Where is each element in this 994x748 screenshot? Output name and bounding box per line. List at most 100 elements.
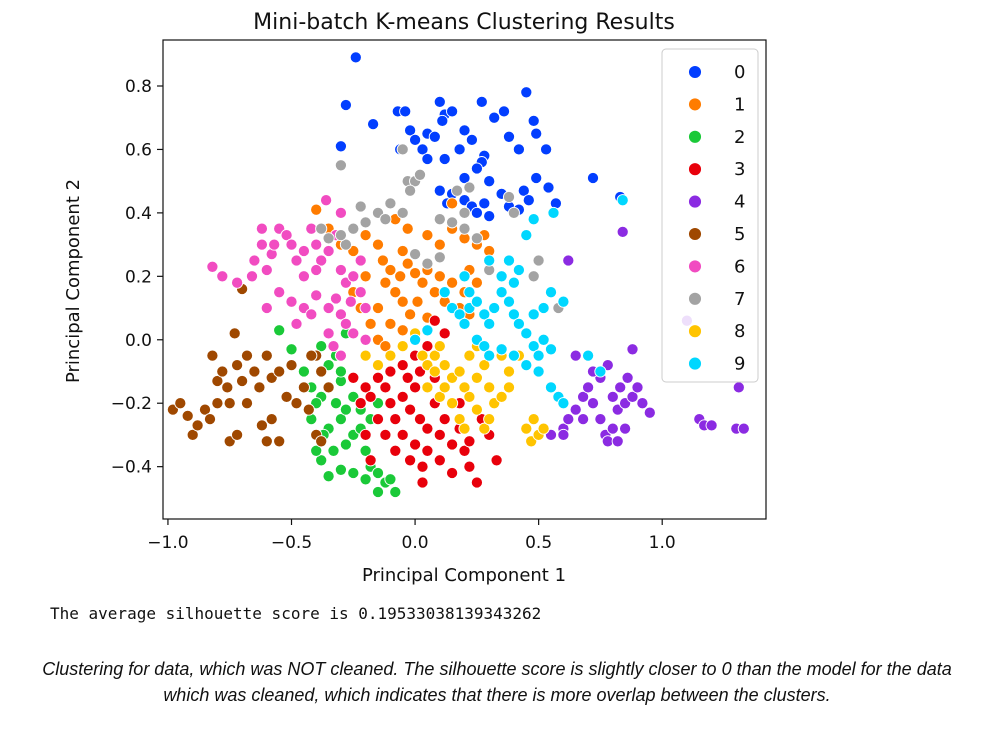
scatter-point-cluster-0: [465, 133, 478, 146]
scatter-point-cluster-4: [557, 428, 570, 441]
scatter-point-cluster-2: [315, 340, 328, 353]
scatter-point-cluster-7: [396, 143, 409, 156]
legend-label-3: 3: [734, 159, 745, 180]
scatter-point-cluster-7: [451, 184, 464, 197]
scatter-point-cluster-3: [413, 413, 427, 426]
scatter-point-cluster-0: [512, 143, 525, 156]
scatter-point-cluster-1: [384, 317, 397, 330]
scatter-point-cluster-6: [273, 286, 286, 299]
silhouette-score-output: The average silhouette score is 0.195330…: [50, 604, 542, 623]
scatter-point-cluster-5: [290, 397, 303, 410]
scatter-point-cluster-7: [433, 213, 446, 226]
scatter-point-cluster-5: [322, 381, 335, 394]
scatter-point-cluster-2: [371, 485, 385, 499]
scatter-point-cluster-7: [334, 229, 347, 242]
scatter-point-cluster-9: [520, 359, 533, 372]
scatter-point-cluster-7: [421, 257, 434, 270]
scatter-point-cluster-8: [478, 422, 491, 435]
scatter-point-cluster-1: [470, 276, 483, 289]
scatter-point-cluster-6: [344, 295, 357, 308]
scatter-point-cluster-2: [310, 444, 323, 457]
scatter-point-cluster-3: [359, 428, 372, 441]
scatter-point-cluster-9: [537, 301, 550, 315]
scatter-point-cluster-3: [404, 403, 417, 416]
scatter-point-cluster-5: [302, 403, 315, 416]
legend: 0 1 2 3 4 5 6 7 8 9: [661, 48, 759, 383]
legend-marker-3: [688, 162, 702, 177]
scatter-point-cluster-6: [231, 276, 244, 289]
scatter-point-cluster-6: [245, 270, 259, 283]
scatter-point-cluster-0: [438, 152, 451, 166]
scatter-point-cluster-3: [389, 413, 402, 426]
scatter-point-cluster-8: [470, 403, 483, 416]
legend-marker-1: [688, 97, 702, 112]
scatter-point-cluster-0: [436, 114, 449, 127]
scatter-point-cluster-6: [359, 333, 372, 346]
scatter-point-cluster-3: [404, 454, 417, 467]
x-tick-label: −1.0: [147, 533, 188, 553]
scatter-point-cluster-8: [433, 340, 446, 353]
scatter-point-cluster-6: [268, 238, 281, 251]
scatter-point-cluster-0: [416, 143, 429, 156]
scatter-point-cluster-9: [557, 397, 570, 410]
y-tick-label: 0.6: [125, 140, 152, 160]
legend-marker-8: [688, 324, 702, 339]
scatter-point-cluster-6: [334, 308, 347, 321]
scatter-point-cluster-3: [428, 314, 441, 327]
scatter-point-cluster-6: [260, 263, 273, 277]
scatter-point-cluster-7: [433, 251, 446, 264]
scatter-point-cluster-5: [255, 419, 268, 432]
legend-marker-6: [688, 259, 702, 274]
legend-label-0: 0: [734, 62, 745, 83]
scatter-point-cluster-6: [310, 263, 323, 277]
scatter-point-cluster-0: [520, 86, 533, 99]
scatter-point-cluster-6: [354, 286, 367, 299]
scatter-point-cluster-0: [470, 162, 483, 175]
scatter-point-cluster-5: [273, 365, 286, 378]
plot-frame: [162, 39, 767, 520]
y-tick-label: 0.2: [125, 267, 152, 287]
scatter-point-cluster-9: [532, 349, 545, 362]
scatter-point-cluster-0: [530, 127, 543, 140]
legend-marker-5: [688, 227, 702, 241]
scatter-point-cluster-8: [520, 422, 533, 435]
scatter-point-cluster-3: [371, 413, 385, 426]
scatter-point-cluster-4: [562, 413, 575, 426]
legend-label-6: 6: [734, 256, 745, 277]
scatter-point-cluster-3: [359, 381, 372, 394]
scatter-point-cluster-5: [228, 327, 241, 340]
scatter-point-cluster-2: [389, 485, 402, 499]
scatter-point-cluster-5: [305, 349, 318, 362]
scatter-point-cluster-9: [453, 308, 466, 321]
scatter-point-cluster-9: [438, 286, 451, 299]
scatter-point-cluster-3: [379, 381, 392, 394]
scatter-point-cluster-7: [396, 206, 409, 219]
scatter-point-cluster-0: [483, 210, 496, 223]
scatter-point-cluster-1: [411, 295, 424, 308]
scatter-point-cluster-7: [458, 206, 471, 219]
y-tick-label: 0.4: [125, 204, 152, 224]
scatter-point-cluster-1: [310, 203, 323, 216]
scatter-point-cluster-8: [483, 381, 496, 394]
scatter-point-cluster-3: [396, 390, 409, 403]
scatter-point-cluster-6: [334, 349, 347, 362]
scatter-point-cluster-9: [557, 295, 570, 308]
scatter-point-cluster-3: [446, 438, 459, 451]
scatter-point-cluster-3: [354, 397, 367, 410]
scatter-point-cluster-6: [320, 194, 333, 207]
scatter-point-cluster-4: [569, 403, 582, 416]
scatter-point-cluster-4: [619, 422, 632, 435]
scatter-point-cluster-9: [502, 254, 516, 267]
scatter-point-cluster-2: [371, 466, 385, 480]
scatter-point-cluster-1: [359, 270, 372, 283]
legend-label-9: 9: [734, 354, 745, 375]
scatter-point-cluster-9: [616, 194, 629, 207]
scatter-point-cluster-4: [636, 397, 649, 410]
y-tick-label: 0.8: [125, 77, 152, 97]
legend-marker-7: [688, 291, 702, 306]
scatter-point-cluster-3: [347, 371, 360, 384]
scatter-point-cluster-0: [470, 206, 483, 219]
legend-marker-0: [688, 65, 702, 79]
points-layer: [166, 51, 750, 499]
scatter-point-cluster-0: [517, 184, 530, 197]
